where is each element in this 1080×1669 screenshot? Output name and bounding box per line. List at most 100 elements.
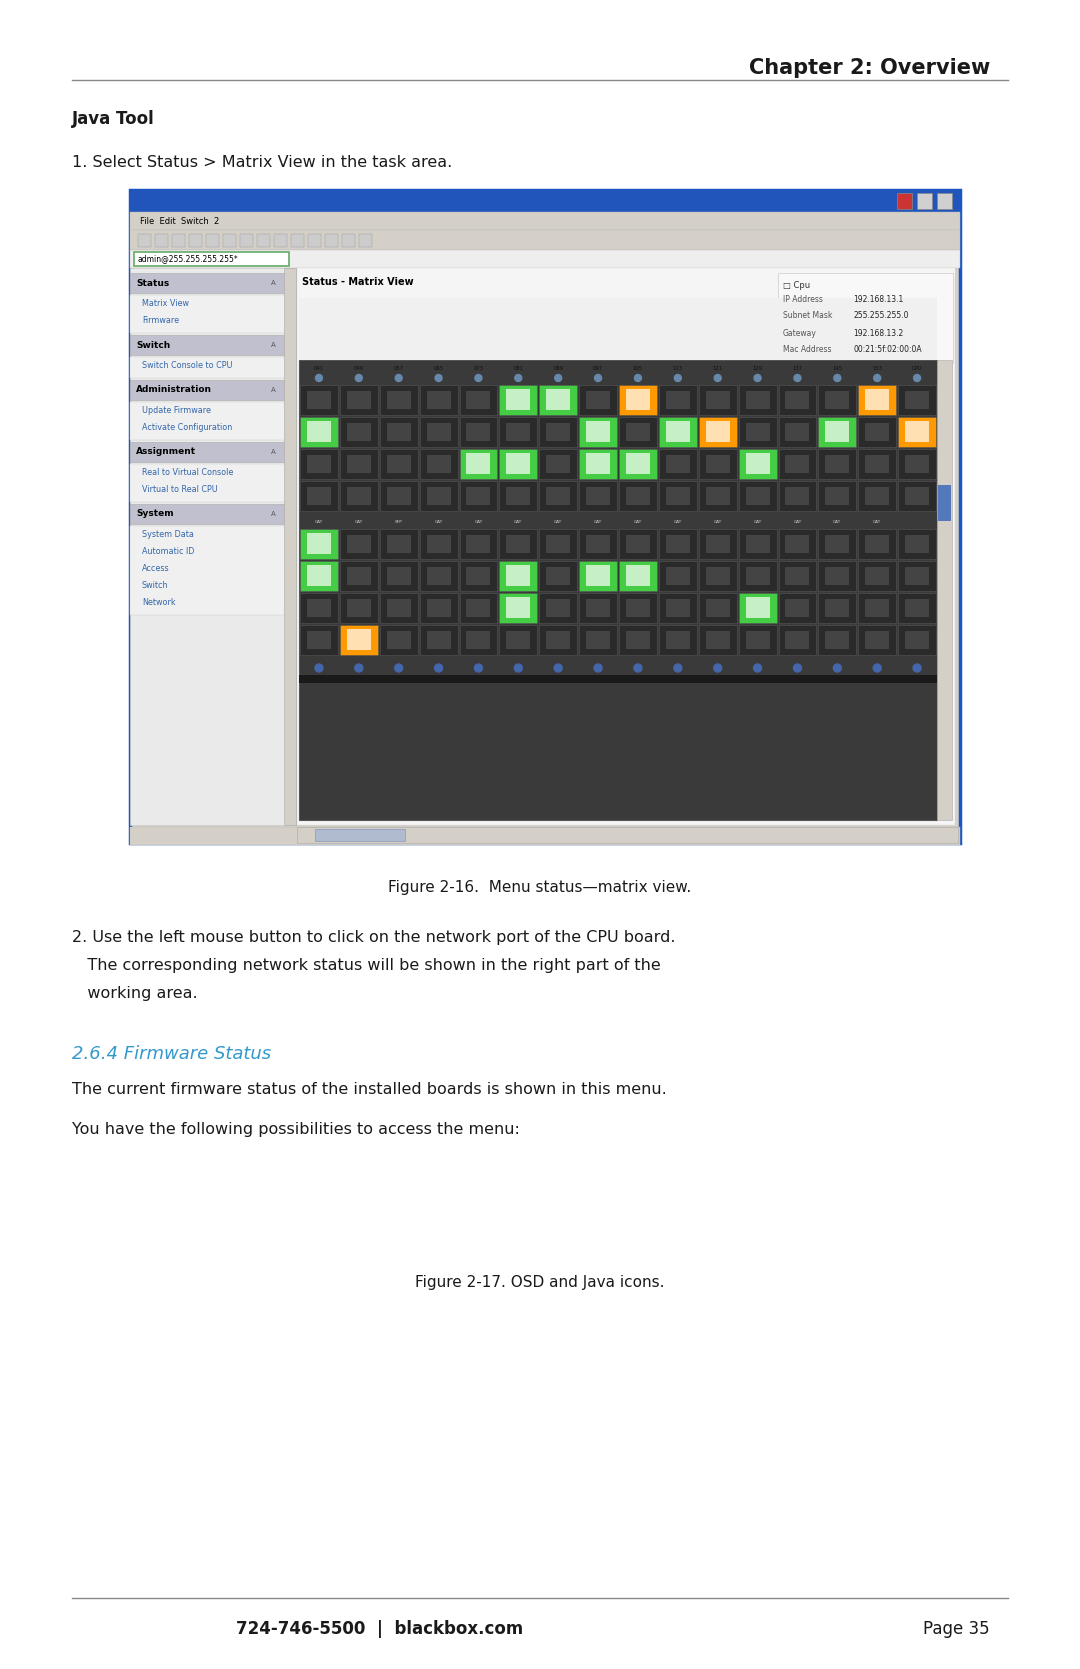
Text: Virtual to Real CPU: Virtual to Real CPU xyxy=(141,486,218,494)
Bar xyxy=(387,599,410,618)
Text: 081: 081 xyxy=(513,366,524,371)
Bar xyxy=(865,422,889,441)
Bar xyxy=(300,417,338,447)
Bar xyxy=(347,456,370,472)
Bar xyxy=(427,391,450,409)
Circle shape xyxy=(794,664,801,673)
Bar xyxy=(705,567,730,586)
Bar xyxy=(546,567,570,586)
Bar xyxy=(130,464,285,502)
Bar xyxy=(507,598,530,619)
Bar xyxy=(467,454,490,474)
Text: working area.: working area. xyxy=(72,986,198,1001)
Bar xyxy=(130,212,960,230)
Bar xyxy=(745,487,770,506)
Bar xyxy=(659,592,697,623)
Bar xyxy=(626,389,650,411)
Text: Chapter 2: Overview: Chapter 2: Overview xyxy=(748,58,990,78)
Bar xyxy=(785,599,809,618)
Bar xyxy=(905,487,929,506)
Text: CAT: CAT xyxy=(833,521,841,524)
Bar xyxy=(825,456,849,472)
Circle shape xyxy=(355,374,362,382)
Bar xyxy=(507,487,530,506)
Bar xyxy=(619,417,657,447)
Text: IP Address: IP Address xyxy=(783,294,823,304)
Bar xyxy=(340,624,378,654)
Bar xyxy=(579,529,617,559)
Bar xyxy=(380,561,418,591)
Bar xyxy=(546,536,570,552)
Bar xyxy=(739,592,777,623)
Circle shape xyxy=(913,664,921,673)
Bar xyxy=(819,561,856,591)
Bar xyxy=(899,449,936,479)
Text: Real to Virtual Console: Real to Virtual Console xyxy=(141,467,233,477)
Bar xyxy=(917,194,932,209)
Text: 089: 089 xyxy=(553,366,564,371)
Bar xyxy=(745,598,770,619)
Text: CAT: CAT xyxy=(514,521,523,524)
Bar xyxy=(825,631,849,649)
Text: 137: 137 xyxy=(793,366,802,371)
Bar xyxy=(138,234,151,247)
Bar xyxy=(745,422,770,441)
Bar xyxy=(745,454,770,474)
Text: A: A xyxy=(271,342,275,349)
Text: Switch: Switch xyxy=(136,340,171,349)
Bar xyxy=(546,487,570,506)
Bar xyxy=(499,386,537,416)
Text: 121: 121 xyxy=(713,366,723,371)
Circle shape xyxy=(714,664,721,673)
Bar xyxy=(905,456,929,472)
Bar xyxy=(865,536,889,552)
Bar xyxy=(939,486,951,521)
Bar xyxy=(865,456,889,472)
Circle shape xyxy=(514,664,523,673)
Bar xyxy=(586,391,610,409)
Bar xyxy=(299,674,937,683)
Bar xyxy=(467,536,490,552)
Bar xyxy=(359,234,372,247)
Bar xyxy=(785,536,809,552)
Text: Gateway: Gateway xyxy=(783,329,816,337)
Bar xyxy=(739,624,777,654)
Bar xyxy=(300,561,338,591)
Bar xyxy=(699,386,737,416)
Bar xyxy=(659,449,697,479)
Bar xyxy=(307,487,330,506)
Bar xyxy=(499,624,537,654)
Bar xyxy=(420,592,458,623)
Bar xyxy=(307,391,330,409)
Text: Subnet Mask: Subnet Mask xyxy=(783,312,833,320)
Bar xyxy=(299,299,937,361)
Bar xyxy=(299,361,937,819)
Bar xyxy=(619,561,657,591)
Bar xyxy=(340,449,378,479)
Text: Switch: Switch xyxy=(141,581,168,591)
Text: Switch Console to CPU: Switch Console to CPU xyxy=(141,361,232,371)
Text: 057: 057 xyxy=(393,366,404,371)
Bar xyxy=(130,335,285,355)
Bar xyxy=(499,449,537,479)
Bar xyxy=(420,417,458,447)
Bar xyxy=(659,624,697,654)
Bar xyxy=(499,561,537,591)
Bar xyxy=(739,449,777,479)
Bar xyxy=(825,567,849,586)
Bar xyxy=(899,592,936,623)
Bar xyxy=(130,504,285,524)
Bar xyxy=(420,529,458,559)
Circle shape xyxy=(674,664,681,673)
Bar xyxy=(705,631,730,649)
Bar xyxy=(659,561,697,591)
Text: A: A xyxy=(271,387,275,392)
Text: Access: Access xyxy=(141,564,170,572)
Bar xyxy=(905,536,929,552)
Bar xyxy=(586,566,610,586)
Circle shape xyxy=(475,374,482,382)
Text: 255.255.255.0: 255.255.255.0 xyxy=(853,312,908,320)
Bar xyxy=(666,631,690,649)
Bar xyxy=(546,422,570,441)
Bar xyxy=(859,624,896,654)
